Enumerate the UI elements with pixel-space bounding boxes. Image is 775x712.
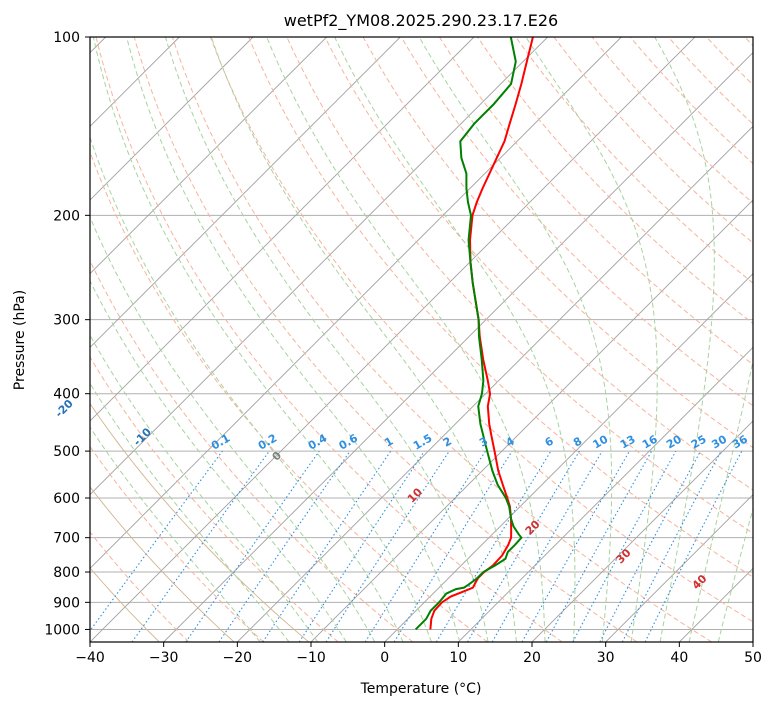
mixing-ratio-label: 3 [477, 435, 490, 450]
dry-adiabat-line [554, 37, 775, 642]
isotherm-line [753, 37, 775, 642]
x-tick-label: 30 [597, 650, 615, 666]
isotherm-line [0, 37, 474, 642]
mixing-ratio-label: 0.4 [306, 431, 330, 452]
dry-adiabat-label: -10 [131, 425, 154, 448]
dewpoint-profile-line [416, 37, 522, 629]
x-tick-label: −30 [149, 650, 179, 666]
y-tick-label: 100 [53, 30, 80, 46]
sounding-profiles [416, 37, 533, 629]
isotherm-line [0, 37, 400, 642]
mixing-ratio-line [326, 451, 449, 642]
line-labels: 0.10.20.40.611.52346810131620253036-100-… [0, 49, 750, 592]
y-tick-label: 1000 [44, 622, 80, 638]
isotherm-line [237, 37, 775, 642]
chart-title: wetPf2_YM08.2025.290.23.17.E26 [284, 11, 558, 31]
dry-adiabat-line [172, 37, 711, 642]
isotherm-line [16, 37, 621, 642]
moist-adiabat-line [419, 37, 611, 642]
moist-adiabat-line [39, 37, 375, 642]
background-lines [0, 37, 775, 642]
mixing-ratio-label: 0.2 [256, 432, 279, 453]
mixing-ratio-line [436, 451, 550, 642]
isotherm-line [164, 37, 769, 642]
x-tick-label: 0 [380, 650, 389, 666]
dry-adiabat-line [668, 37, 775, 642]
moist-adiabat-label: 20 [523, 517, 543, 537]
dry-adiabat-line [516, 37, 775, 642]
dry-adiabat-line [134, 37, 637, 642]
mixing-ratio-line [263, 451, 391, 642]
dry-adiabat-line [0, 37, 189, 642]
x-tick-label: 40 [670, 650, 688, 666]
y-tick-label: 200 [53, 208, 80, 224]
y-tick-label: 600 [53, 491, 80, 507]
isotherm-line [385, 37, 775, 642]
x-tick-label: −10 [296, 650, 326, 666]
y-tick-label: 400 [53, 387, 80, 403]
mixing-ratio-line [219, 451, 350, 642]
moist-adiabat-label: 40 [690, 572, 710, 592]
mixing-ratio-label: 1.5 [411, 432, 434, 453]
moist-adiabat-label: 30 [614, 546, 634, 566]
mixing-ratio-line [82, 451, 223, 642]
x-tick-label: −40 [75, 650, 105, 666]
mixing-ratio-label: 13 [618, 433, 638, 452]
moist-adiabat-line [19, 62, 346, 642]
mixing-ratio-label: 16 [640, 432, 660, 451]
axes: −40 −30 −20 −10 0 10 20 30 40 50 1000 900 800 700 600 5… [44, 30, 762, 666]
mixing-ratio-label: 36 [730, 432, 750, 451]
y-tick-label: 900 [53, 595, 80, 611]
isotherm-line [0, 37, 253, 642]
y-tick-label: 700 [53, 531, 80, 547]
x-tick-label: −20 [223, 650, 253, 666]
isotherm-line [679, 37, 775, 642]
dry-adiabat-line [20, 37, 413, 642]
moist-adiabat-line [0, 114, 260, 642]
mixing-ratio-label: 6 [543, 434, 556, 449]
mixing-ratio-label: 30 [709, 432, 729, 451]
isotherm-line [532, 37, 775, 642]
dry-adiabat-line [363, 37, 775, 642]
isotherm-line [0, 37, 327, 642]
reference-curve-line [0, 37, 309, 642]
dry-adiabat-line [0, 37, 338, 642]
mixing-ratio-label: 0.1 [209, 432, 232, 453]
x-tick-label: 50 [744, 650, 762, 666]
mixing-ratio-label: 25 [689, 433, 709, 452]
moist-adiabat-line [718, 37, 775, 642]
x-tick-label: 20 [523, 650, 541, 666]
mixing-ratio-line [299, 451, 424, 642]
isotherm-line [458, 37, 775, 642]
moist-adiabat-line [0, 73, 318, 642]
isotherm-line [90, 37, 695, 642]
moist-adiabat-line [64, 37, 403, 642]
mixing-ratio-label: 8 [571, 435, 584, 450]
dry-adiabat-line [745, 37, 775, 642]
dry-adiabat-line [707, 37, 775, 642]
mixing-ratio-label: 20 [664, 432, 684, 451]
moist-adiabat-label: 10 [405, 485, 425, 505]
moist-adiabat-line [655, 37, 715, 642]
dry-adiabat-line [0, 37, 264, 642]
y-tick-label: 300 [53, 313, 80, 329]
x-tick-label: 10 [449, 650, 467, 666]
mixing-ratio-label: 10 [590, 432, 610, 451]
x-axis-label: Temperature (°C) [360, 681, 482, 697]
y-tick-label: 500 [53, 444, 80, 460]
isotherm-line [0, 37, 548, 642]
mixing-ratio-label: 1 [382, 435, 395, 450]
moist-adiabat-line [165, 37, 488, 642]
mixing-ratio-line [600, 451, 701, 642]
mixing-ratio-line [622, 451, 721, 642]
y-tick-label: 800 [53, 565, 80, 581]
mixing-ratio-line [546, 451, 651, 642]
moist-adiabat-line [689, 37, 775, 642]
y-axis-label: Pressure (hPa) [12, 290, 28, 390]
isotherm-line [311, 37, 775, 642]
